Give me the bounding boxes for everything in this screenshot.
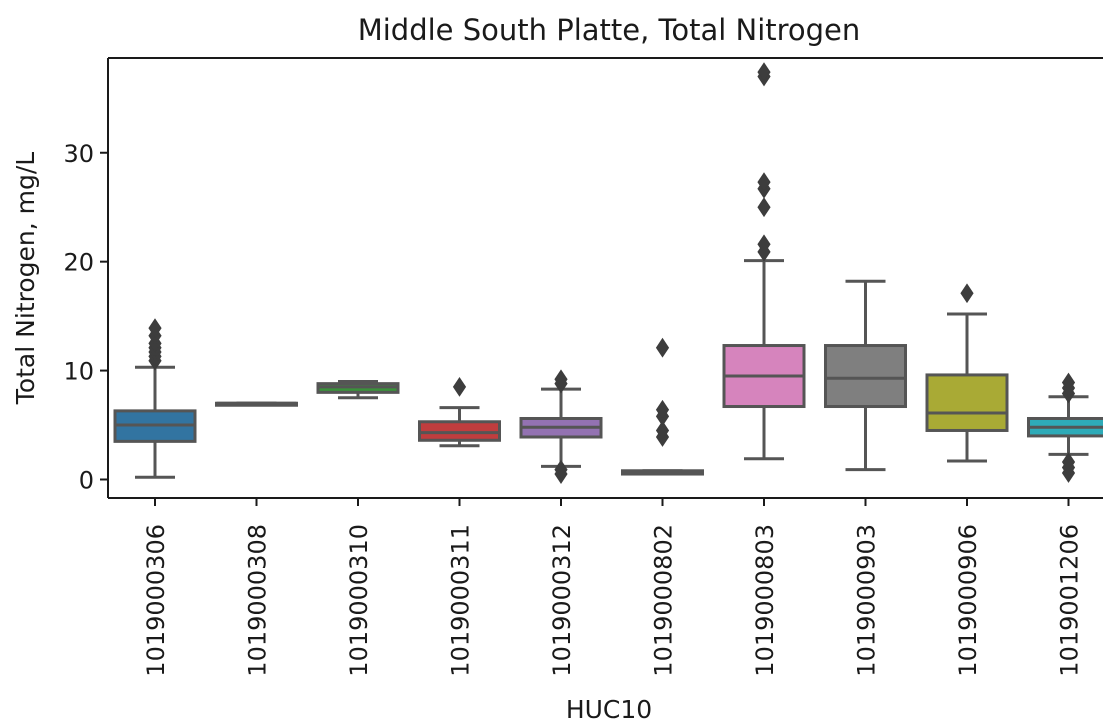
box-1019000906 [927, 375, 1007, 431]
outlier-point [454, 378, 466, 396]
outlier-point [758, 198, 770, 216]
x-axis-label: HUC10 [566, 695, 652, 723]
outlier-point [657, 339, 669, 357]
x-tick-label: 1019000311 [447, 524, 475, 677]
x-tick-label: 1019000903 [853, 524, 881, 677]
x-tick-label: 1019001206 [1056, 524, 1084, 677]
y-axis-label: Total Nitrogen, mg/L [11, 152, 40, 405]
x-tick-label: 1019000803 [751, 524, 779, 677]
y-tick-label: 0 [79, 466, 94, 494]
y-tick-label: 10 [63, 358, 94, 386]
box-1019000311 [420, 422, 500, 441]
chart-title: Middle South Platte, Total Nitrogen [358, 13, 861, 47]
y-tick-label: 20 [63, 249, 94, 277]
x-tick-label: 1019000906 [954, 524, 982, 677]
x-tick-label: 1019000306 [142, 524, 170, 677]
x-tick-label: 1019000802 [650, 524, 678, 677]
x-tick-label: 1019000308 [244, 524, 272, 677]
box-1019000903 [826, 346, 906, 407]
y-tick-label: 30 [63, 140, 94, 168]
x-tick-label: 1019000310 [345, 524, 373, 677]
x-tick-label: 1019000312 [548, 524, 576, 677]
outlier-point [961, 284, 973, 302]
